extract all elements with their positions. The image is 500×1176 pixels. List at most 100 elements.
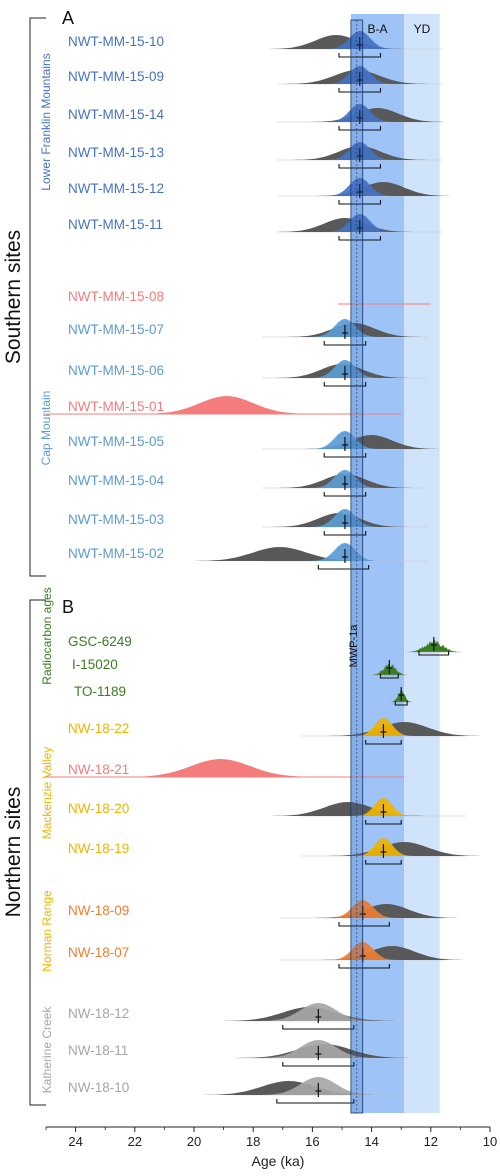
sample-label: NWT-MM-15-04 — [68, 473, 164, 488]
sample-label: GSC-6249 — [68, 634, 132, 649]
sample-label: NW-18-11 — [68, 1043, 128, 1058]
sample-nwt-mm-15-03 — [262, 509, 428, 536]
sample-label: I-15020 — [72, 657, 118, 672]
sample-nwt-mm-15-11 — [276, 214, 443, 241]
error-bracket — [365, 740, 402, 745]
error-bracket — [365, 820, 402, 825]
outlier-distribution — [46, 396, 402, 414]
sample-nwt-mm-15-05 — [262, 431, 438, 458]
northern-bracket — [29, 599, 46, 1106]
sample-label: NWT-MM-15-13 — [68, 145, 164, 160]
individual-distribution — [328, 722, 480, 736]
outlier-distribution — [46, 759, 405, 777]
error-bracket — [418, 651, 450, 656]
error-bracket — [338, 88, 382, 93]
error-bracket — [338, 126, 382, 131]
group-brackets: A B Southern sites Northern sites Lower Fran… — [2, 8, 74, 1106]
x-axis-label: Age (ka) — [252, 1153, 305, 1169]
sample-to-1189 — [390, 687, 412, 706]
subgroup-label: Cap Mountain — [39, 391, 53, 466]
error-bracket — [323, 382, 367, 387]
x-tick-label: 14 — [364, 1134, 378, 1149]
southern-bracket — [29, 17, 46, 577]
sample-label: NW-18-20 — [68, 801, 129, 816]
error-bracket — [323, 492, 367, 497]
x-tick-label: 12 — [424, 1134, 438, 1149]
error-bracket — [394, 701, 408, 706]
error-bracket — [379, 674, 399, 679]
mwp-1a-band: MWP-1a — [348, 19, 364, 1114]
error-bracket — [338, 236, 382, 241]
climate-bands: B-A YD — [350, 14, 440, 1113]
sample-nwt-mm-15-02 — [194, 543, 428, 570]
subgroup-label: Katherine Creek — [40, 1006, 54, 1094]
x-axis: 24 22 20 18 16 14 12 10 Age (ka) — [45, 1126, 497, 1169]
error-bracket — [323, 341, 367, 346]
sample-nwt-mm-15-06 — [262, 360, 428, 387]
band-label: B-A — [368, 22, 388, 36]
sample-label: NWT-MM-15-06 — [68, 363, 164, 378]
sample-i-15020 — [371, 660, 408, 679]
error-bracket — [338, 922, 390, 927]
sample-label: NWT-MM-15-09 — [68, 69, 164, 84]
error-bracket — [338, 164, 382, 169]
sample-gsc-6249 — [407, 637, 461, 656]
sample-nwt-mm-15-14 — [276, 104, 444, 131]
sample-nw-18-19 — [300, 838, 480, 865]
sample-nwt-mm-15-07 — [262, 319, 428, 346]
subgroup-label: Mackenzie Valley — [40, 747, 54, 839]
error-bracket — [338, 200, 382, 205]
sample-label: NWT-MM-15-12 — [68, 181, 164, 196]
sample-nwt-mm-15-01 — [46, 396, 402, 415]
sample-labels: NWT-MM-15-10 NWT-MM-15-09 NWT-MM-15-14 NWT-… — [68, 34, 164, 1095]
sample-nwt-mm-15-04 — [262, 470, 428, 497]
sample-label: NWT-MM-15-14 — [68, 107, 164, 122]
individual-distribution — [194, 547, 366, 561]
error-bracket — [338, 964, 390, 969]
sample-label: NWT-MM-15-07 — [68, 322, 164, 337]
error-bracket — [282, 1062, 355, 1067]
sample-label: NWT-MM-15-11 — [68, 217, 163, 232]
sample-label: NW-18-22 — [68, 721, 129, 736]
subgroup-label: Radiocarbon ages — [40, 587, 54, 684]
sample-nw-18-21 — [46, 759, 405, 778]
sample-label: TO-1189 — [74, 684, 126, 699]
band-label: YD — [414, 22, 431, 36]
sample-label: NW-18-21 — [68, 762, 129, 777]
panel-letter-b: B — [62, 597, 74, 617]
error-bracket — [317, 565, 370, 570]
subgroup-label: Lower Franklin Mountains — [39, 53, 53, 190]
sample-nw-18-22 — [300, 718, 480, 745]
sample-nw-18-12 — [224, 1003, 402, 1030]
sample-label: NW-18-12 — [68, 1006, 129, 1021]
panel-letter-a: A — [62, 8, 74, 28]
sample-nw-18-11 — [235, 1040, 410, 1067]
x-tick-label: 10 — [483, 1134, 497, 1149]
sample-label: NW-18-09 — [68, 903, 129, 918]
subgroup-label: Norman Range — [40, 890, 54, 972]
error-bracket — [276, 1099, 355, 1104]
sample-label: NWT-MM-15-05 — [68, 434, 164, 449]
error-bracket — [338, 53, 382, 58]
group-label-northern: Northern sites — [2, 787, 25, 918]
sample-nwt-mm-15-12 — [276, 178, 450, 205]
group-label-southern: Southern sites — [2, 230, 25, 364]
error-bracket — [323, 531, 367, 536]
error-bracket — [365, 860, 402, 865]
sample-label: NW-18-10 — [68, 1080, 129, 1095]
sample-label: NWT-MM-15-10 — [68, 34, 164, 49]
error-bracket — [282, 1025, 355, 1030]
sample-nw-18-10 — [203, 1077, 402, 1104]
sample-nw-18-20 — [272, 798, 467, 825]
sample-label: NWT-MM-15-08 — [68, 289, 164, 304]
sample-label: NW-18-07 — [68, 945, 129, 960]
sample-nwt-mm-15-10 — [269, 31, 443, 58]
x-tick-label: 20 — [187, 1134, 201, 1149]
band-yd — [404, 14, 440, 1113]
error-bracket — [323, 453, 367, 458]
sample-nwt-mm-15-13 — [276, 142, 443, 169]
x-tick-label: 16 — [305, 1134, 319, 1149]
mwp-1a-label: MWP-1a — [348, 624, 360, 668]
sample-label: NWT-MM-15-01 — [68, 399, 164, 414]
